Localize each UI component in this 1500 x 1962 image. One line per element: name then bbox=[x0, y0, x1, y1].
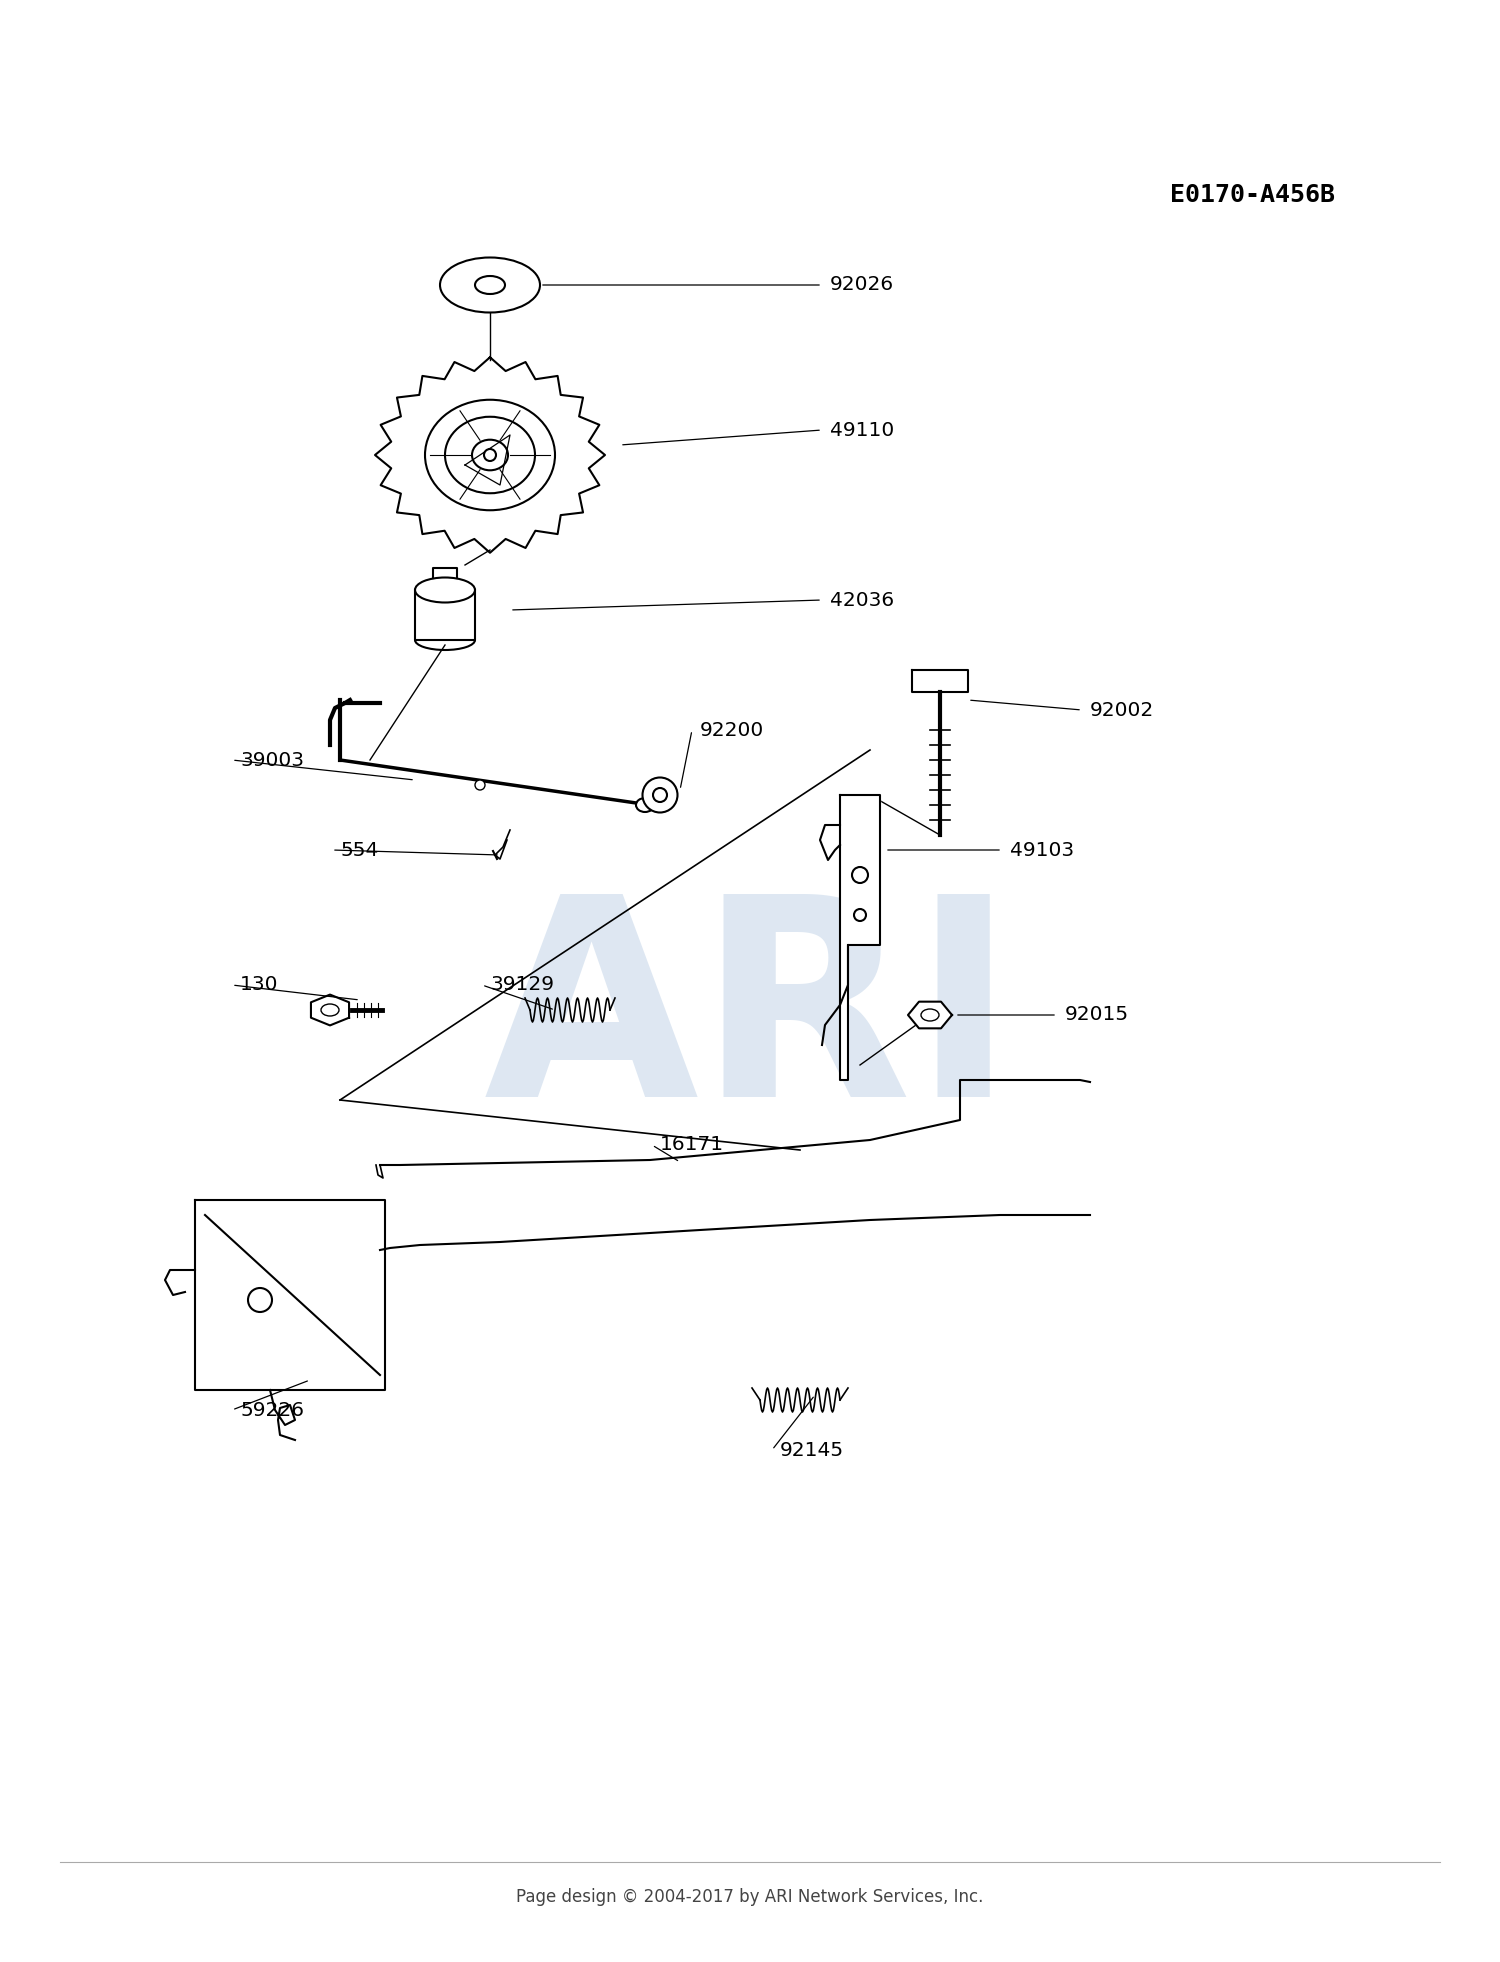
Polygon shape bbox=[840, 795, 880, 1079]
Polygon shape bbox=[908, 1003, 952, 1028]
Circle shape bbox=[853, 908, 865, 920]
Text: 92015: 92015 bbox=[1065, 1005, 1130, 1024]
Text: 16171: 16171 bbox=[660, 1136, 724, 1154]
Text: Page design © 2004-2017 by ARI Network Services, Inc.: Page design © 2004-2017 by ARI Network S… bbox=[516, 1887, 984, 1905]
Text: 92145: 92145 bbox=[780, 1440, 844, 1460]
Text: 59226: 59226 bbox=[240, 1401, 304, 1419]
Text: 130: 130 bbox=[240, 975, 279, 995]
Circle shape bbox=[852, 867, 868, 883]
Ellipse shape bbox=[446, 416, 536, 492]
Text: 49110: 49110 bbox=[830, 420, 894, 439]
Text: ARI: ARI bbox=[484, 885, 1016, 1156]
Text: 39003: 39003 bbox=[240, 751, 304, 769]
Ellipse shape bbox=[440, 257, 540, 312]
Text: 49103: 49103 bbox=[1010, 840, 1074, 859]
Text: 554: 554 bbox=[340, 840, 378, 859]
Ellipse shape bbox=[476, 277, 506, 294]
Ellipse shape bbox=[652, 789, 668, 802]
Text: E0170-A456B: E0170-A456B bbox=[1170, 182, 1335, 208]
Circle shape bbox=[476, 781, 484, 791]
Polygon shape bbox=[195, 1201, 386, 1389]
Polygon shape bbox=[310, 995, 350, 1026]
Text: 92200: 92200 bbox=[700, 720, 764, 740]
Ellipse shape bbox=[416, 577, 476, 602]
Ellipse shape bbox=[636, 799, 654, 812]
Polygon shape bbox=[912, 669, 968, 693]
Ellipse shape bbox=[321, 1005, 339, 1016]
Ellipse shape bbox=[424, 400, 555, 510]
Text: 42036: 42036 bbox=[830, 591, 894, 610]
Circle shape bbox=[484, 449, 496, 461]
Text: 92026: 92026 bbox=[830, 275, 894, 294]
Text: 39129: 39129 bbox=[490, 975, 554, 995]
Ellipse shape bbox=[472, 439, 508, 471]
Ellipse shape bbox=[921, 1008, 939, 1020]
Ellipse shape bbox=[642, 777, 678, 812]
Polygon shape bbox=[375, 357, 604, 553]
Text: 92002: 92002 bbox=[1090, 700, 1155, 720]
Circle shape bbox=[248, 1287, 272, 1313]
